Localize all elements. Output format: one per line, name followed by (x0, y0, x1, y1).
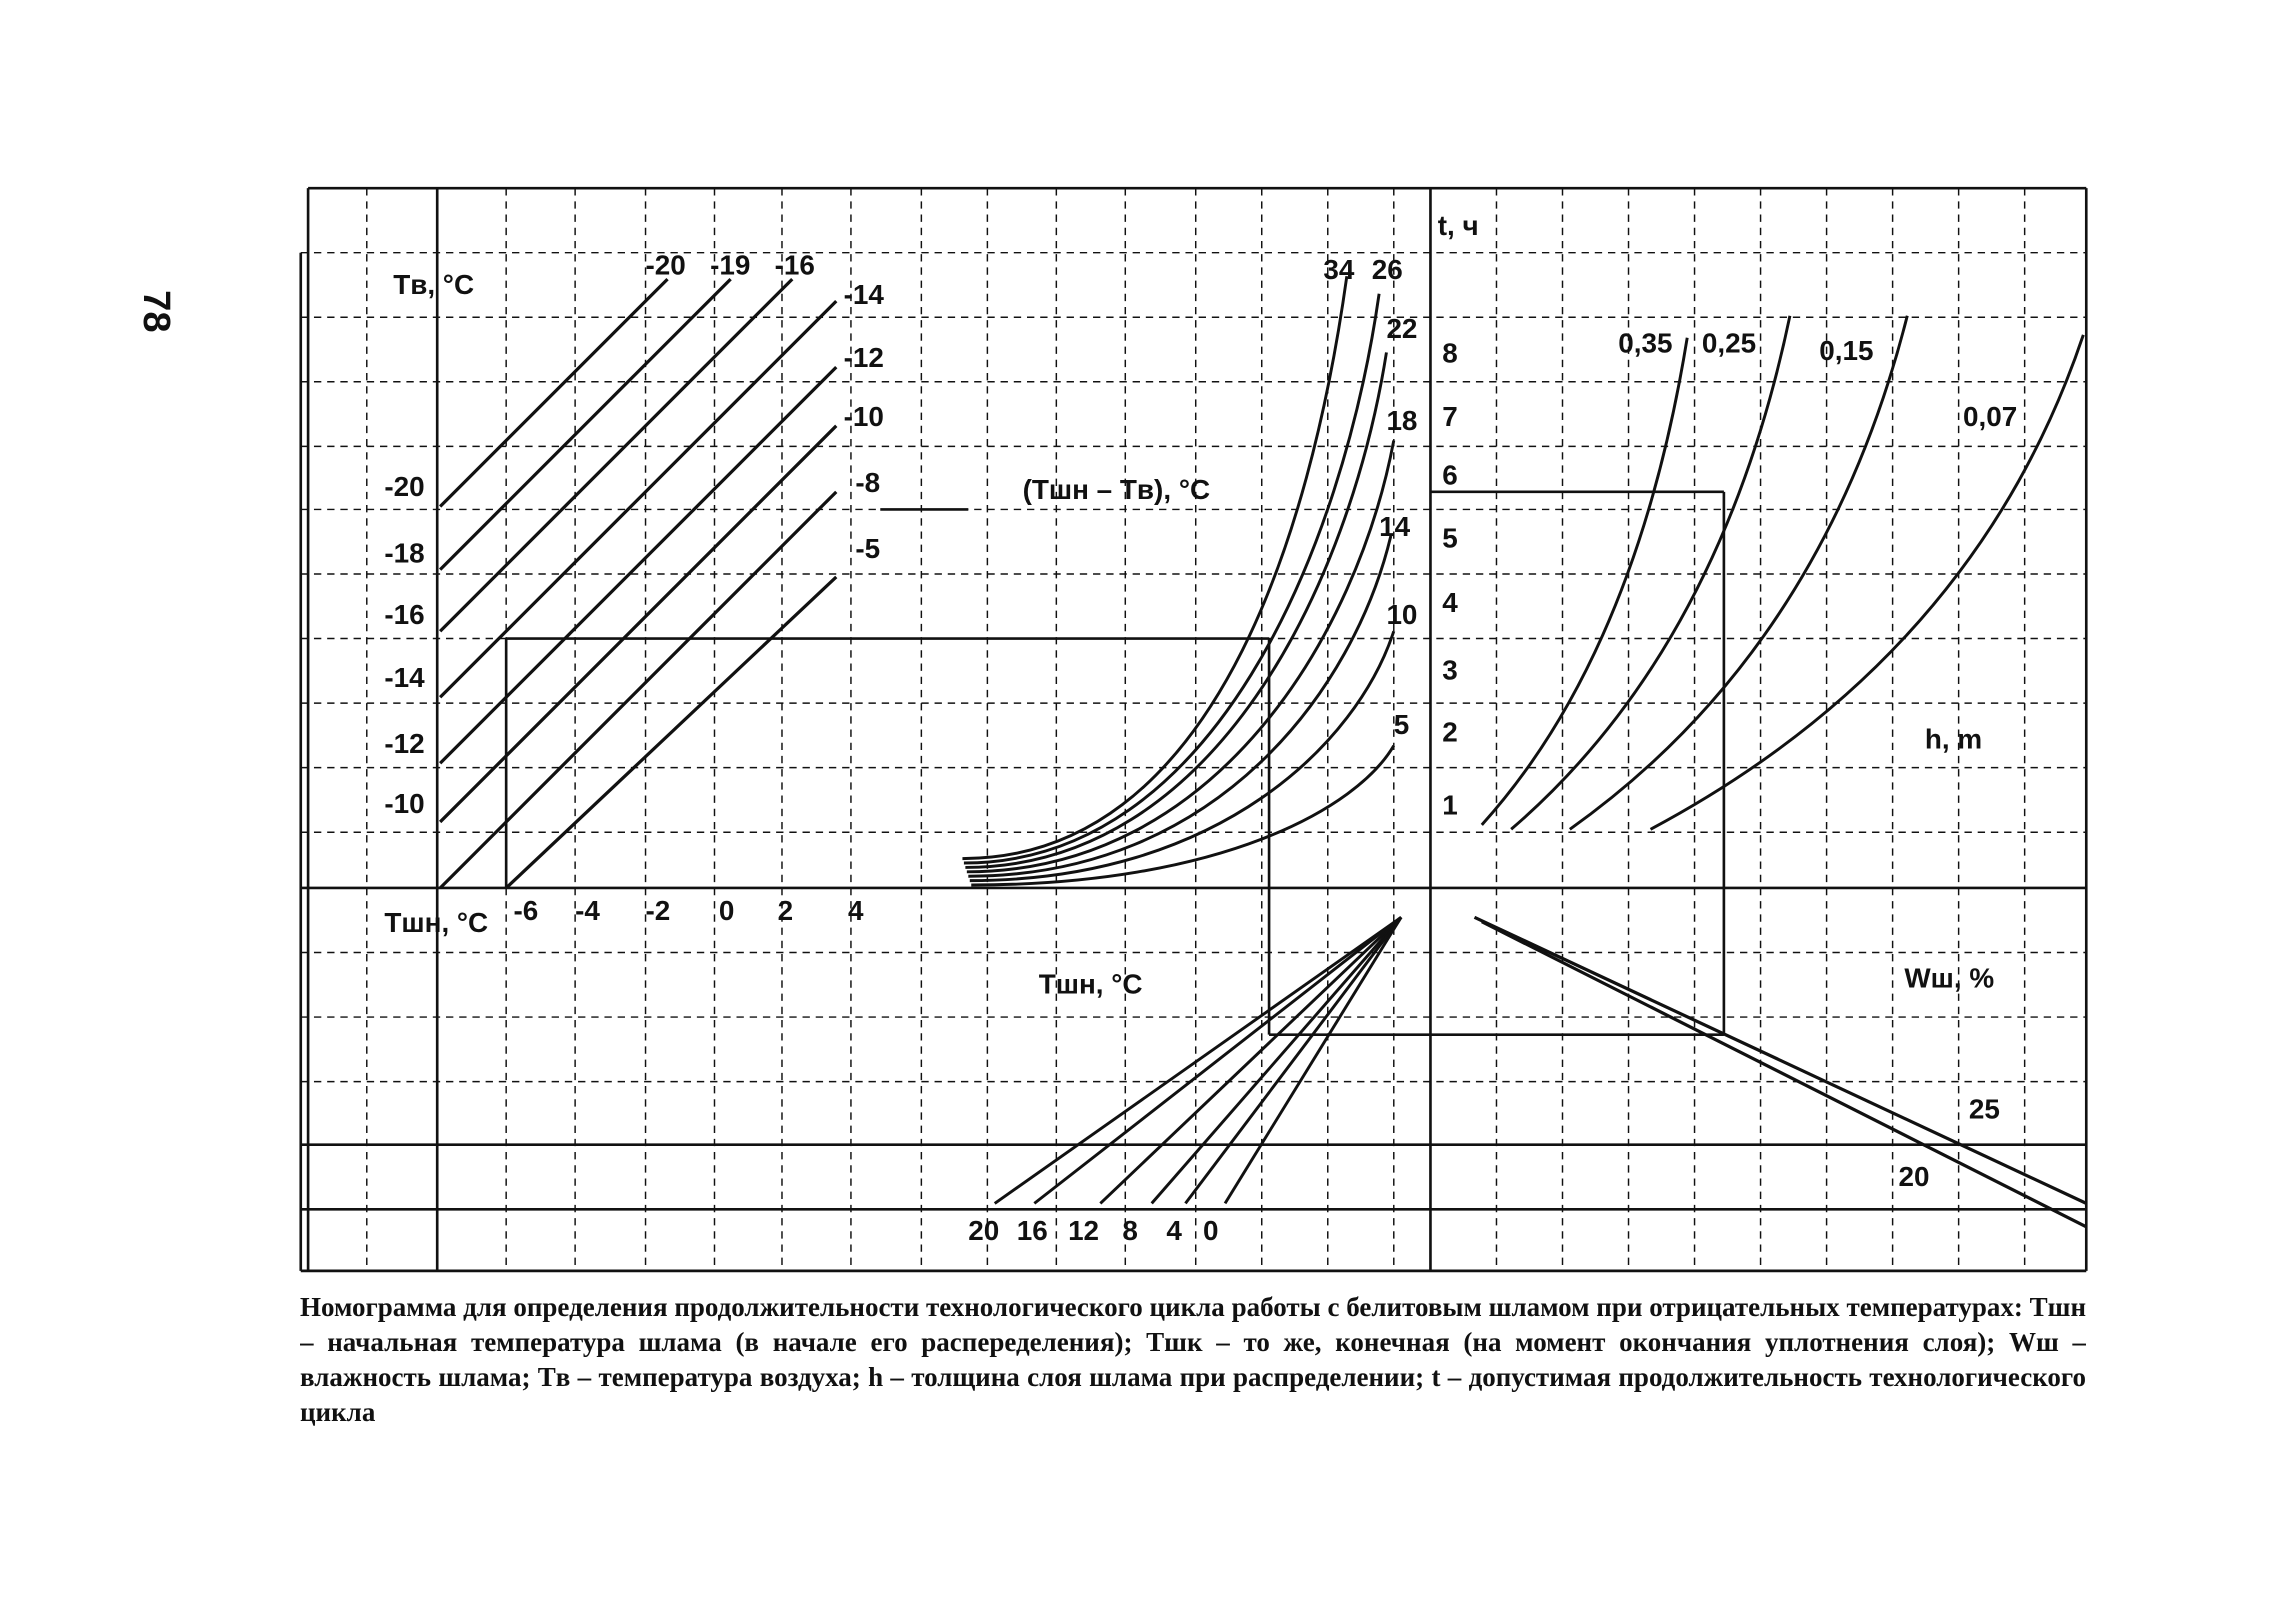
label: -19 (710, 250, 750, 281)
label: 34 (1323, 254, 1354, 285)
label: -14 (384, 662, 425, 693)
diagonal-line (439, 277, 732, 571)
difference-curve (968, 535, 1393, 878)
difference-curve (962, 275, 1349, 861)
label: -16 (384, 599, 424, 630)
label: t, ч (1438, 210, 1479, 241)
label: -12 (844, 342, 884, 373)
thickness-curve (1568, 315, 1909, 831)
label: 0,25 (1702, 327, 1756, 358)
diagonal-line (439, 277, 794, 633)
label: -6 (513, 895, 538, 926)
label: 20 (1898, 1161, 1929, 1192)
fan-line (1099, 916, 1403, 1205)
label: -12 (384, 728, 424, 759)
label: 2 (1442, 716, 1458, 747)
label: 0 (719, 895, 735, 926)
label: -10 (844, 401, 884, 432)
label: 2 (778, 895, 794, 926)
label: -14 (844, 279, 885, 310)
label: -10 (384, 788, 424, 819)
label: Tв, °C (393, 269, 474, 300)
label: 0,07 (1963, 401, 2017, 432)
label: -18 (384, 537, 424, 568)
label: 6 (1442, 460, 1458, 491)
label: 14 (1379, 511, 1410, 542)
difference-curve (963, 293, 1381, 865)
label: 20 (968, 1215, 999, 1246)
difference-curve (971, 744, 1396, 887)
label: 10 (1386, 599, 1417, 630)
fan-line (1033, 916, 1403, 1205)
label: 8 (1442, 338, 1458, 369)
label: -5 (855, 533, 880, 564)
label: 4 (1166, 1215, 1182, 1246)
label: -16 (775, 250, 815, 281)
label: 5 (1394, 709, 1410, 740)
diagonal-line (439, 490, 838, 890)
label: -20 (384, 471, 424, 502)
diagonal-line (505, 575, 838, 890)
label: 7 (1442, 401, 1458, 432)
fan-line (1150, 916, 1403, 1205)
label: 0 (1203, 1215, 1219, 1246)
label: 4 (848, 895, 864, 926)
label: 0,15 (1819, 335, 1873, 366)
page-number: 78 (135, 290, 178, 332)
label: -4 (575, 895, 600, 926)
label: 8 (1122, 1215, 1138, 1246)
label: 1 (1442, 790, 1458, 821)
label: Tшн, °C (384, 907, 488, 938)
fan-line (1184, 916, 1403, 1205)
label: Wш, % (1904, 963, 1994, 994)
fan-line (993, 916, 1402, 1205)
difference-curve (965, 352, 1388, 869)
thickness-curve (1480, 337, 1689, 826)
label: Tшн, °C (1039, 969, 1143, 1000)
label: 22 (1386, 313, 1417, 344)
label: h, m (1925, 724, 1982, 755)
diagonal-line (439, 299, 838, 699)
label: 26 (1372, 254, 1403, 285)
label: -2 (646, 895, 671, 926)
difference-curve (969, 630, 1396, 883)
diagonal-line (439, 277, 669, 508)
thickness-curve (1510, 315, 1792, 831)
label: 16 (1017, 1215, 1048, 1246)
fan-line (1223, 916, 1403, 1205)
label: 4 (1442, 587, 1458, 618)
label: 12 (1068, 1215, 1099, 1246)
caption: Номограмма для определения продолжительн… (300, 1292, 2086, 1427)
label: (Tшн – Tв), °C (1023, 474, 1210, 505)
moisture-line (1473, 915, 2087, 1205)
moisture-line (1481, 920, 2087, 1229)
difference-curve (966, 440, 1396, 874)
label: 3 (1442, 655, 1458, 686)
label: 18 (1386, 405, 1417, 436)
label: 5 (1442, 523, 1458, 554)
label: -8 (855, 467, 880, 498)
label: -20 (646, 250, 686, 281)
thickness-curve (1649, 334, 2085, 831)
label: 25 (1969, 1093, 2000, 1124)
label: 0,35 (1618, 327, 1672, 358)
